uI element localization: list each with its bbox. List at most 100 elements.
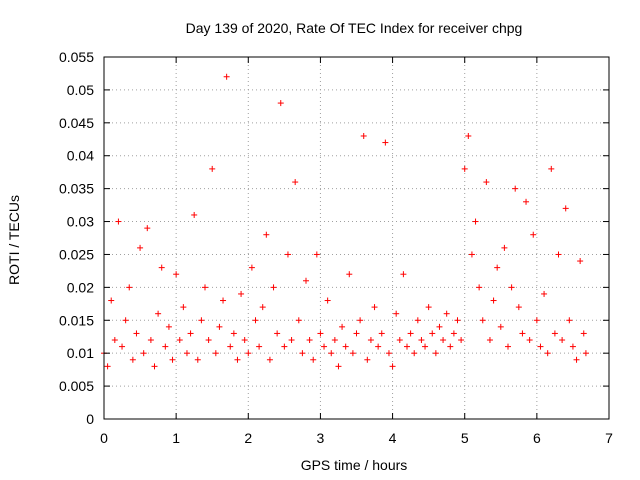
data-point	[205, 337, 212, 344]
data-point	[472, 218, 479, 225]
y-tick-label: 0	[86, 411, 94, 427]
data-point	[310, 356, 317, 363]
data-point	[230, 330, 237, 337]
data-point	[104, 363, 111, 370]
data-point	[454, 317, 461, 324]
data-point	[115, 218, 122, 225]
data-point	[486, 337, 493, 344]
data-point	[436, 323, 443, 330]
data-point	[140, 350, 147, 357]
y-tick-label: 0.015	[59, 312, 94, 328]
data-point	[299, 350, 306, 357]
data-point	[119, 343, 126, 350]
data-point	[407, 330, 414, 337]
data-point	[209, 165, 216, 172]
data-point	[414, 317, 421, 324]
data-point	[155, 310, 162, 317]
data-point	[573, 356, 580, 363]
axis-ticks: 0 1 2 3 4 5 6 7 0 0.005 0.01 0.015 0.02 0.025 0.03 0.03…	[59, 49, 613, 446]
data-point	[367, 337, 374, 344]
data-point	[483, 179, 490, 186]
plot-frame	[103, 56, 610, 420]
data-point	[256, 343, 263, 350]
data-point	[220, 297, 227, 304]
data-point	[385, 350, 392, 357]
data-point	[400, 271, 407, 278]
data-point	[313, 251, 320, 258]
data-point	[396, 337, 403, 344]
x-tick-label: 0	[100, 430, 108, 446]
data-point	[281, 343, 288, 350]
data-point	[266, 356, 273, 363]
data-point	[533, 317, 540, 324]
data-point	[165, 323, 172, 330]
data-point	[335, 363, 342, 370]
x-tick-label: 7	[605, 430, 613, 446]
data-point	[378, 330, 385, 337]
data-point	[551, 330, 558, 337]
data-point	[559, 337, 566, 344]
data-point	[440, 337, 447, 344]
data-point	[212, 350, 219, 357]
data-point	[530, 231, 537, 238]
x-tick-label: 4	[389, 430, 397, 446]
data-point	[541, 290, 548, 297]
data-point	[393, 310, 400, 317]
data-point	[479, 317, 486, 324]
y-tick-label: 0.045	[59, 115, 94, 131]
data-point	[418, 337, 425, 344]
x-tick-label: 5	[461, 430, 469, 446]
y-tick-label: 0.025	[59, 246, 94, 262]
data-point	[512, 185, 519, 192]
data-point	[357, 317, 364, 324]
data-point	[111, 337, 118, 344]
data-point	[234, 356, 241, 363]
data-point	[360, 132, 367, 139]
data-point	[582, 350, 589, 357]
data-point	[349, 350, 356, 357]
data-point	[162, 343, 169, 350]
data-point	[133, 330, 140, 337]
data-point	[295, 317, 302, 324]
data-point	[147, 337, 154, 344]
data-point	[429, 330, 436, 337]
data-point	[555, 251, 562, 258]
data-point	[501, 244, 508, 251]
data-point	[468, 251, 475, 258]
data-point	[194, 356, 201, 363]
data-point	[126, 284, 133, 291]
data-point	[108, 297, 115, 304]
data-point	[158, 264, 165, 271]
x-tick-label: 1	[172, 430, 180, 446]
data-point	[569, 343, 576, 350]
data-point	[144, 225, 151, 232]
data-point	[187, 330, 194, 337]
data-point	[227, 343, 234, 350]
data-points	[101, 73, 589, 370]
data-point	[342, 343, 349, 350]
x-tick-label: 3	[317, 430, 325, 446]
data-point	[490, 297, 497, 304]
data-point	[526, 337, 533, 344]
data-point	[241, 337, 248, 344]
data-point	[328, 350, 335, 357]
data-point	[248, 264, 255, 271]
data-point	[537, 343, 544, 350]
data-point	[202, 284, 208, 291]
data-point	[263, 231, 270, 238]
grid-lines	[104, 57, 609, 419]
y-tick-label: 0.005	[59, 378, 94, 394]
y-tick-label: 0.01	[67, 345, 94, 361]
data-point	[447, 343, 454, 350]
data-point	[494, 264, 501, 271]
data-point	[137, 244, 144, 251]
data-point	[252, 317, 259, 324]
data-point	[274, 330, 281, 337]
data-point	[389, 363, 396, 370]
chart-title: Day 139 of 2020, Rate Of TEC Index for r…	[186, 20, 523, 36]
data-point	[580, 330, 587, 337]
data-point	[306, 337, 313, 344]
x-tick-label: 2	[244, 430, 252, 446]
data-point	[324, 297, 331, 304]
